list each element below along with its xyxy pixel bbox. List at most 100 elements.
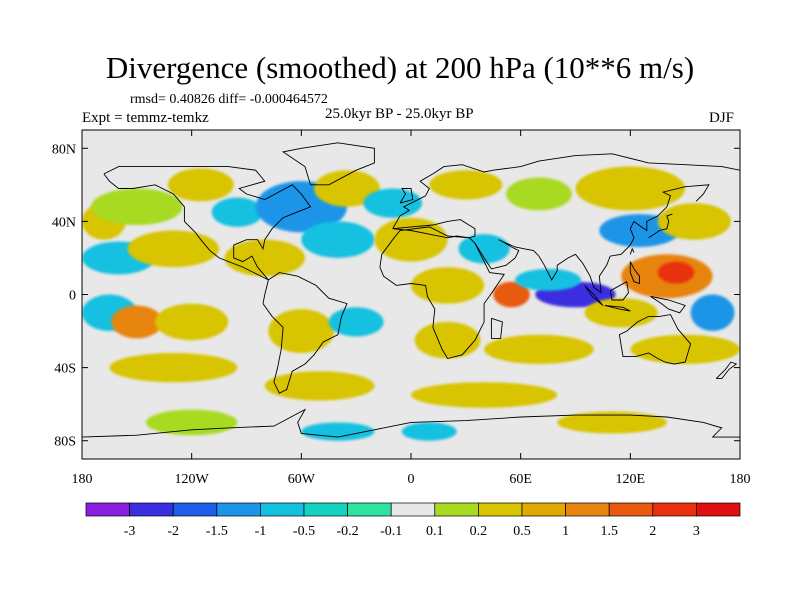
colorbar: -3 -2 -1.5 -1 -0.5 -0.2 -0.1 0.1 0.2 0.5 1 1.5 2 3 xyxy=(85,502,741,539)
field-contour-15 xyxy=(301,221,375,258)
colorbar-swatch-11 xyxy=(565,502,610,517)
field-contour-2 xyxy=(167,168,234,202)
field-contour-34 xyxy=(109,352,238,383)
colorbar-label: -0.1 xyxy=(380,524,402,539)
colorbar-label: 3 xyxy=(693,524,700,539)
coastline-9 xyxy=(584,285,604,306)
field-contour-38 xyxy=(301,422,375,441)
colorbar-swatch-6 xyxy=(347,502,392,517)
field-contour-31 xyxy=(414,321,481,359)
coastline-10 xyxy=(604,305,631,312)
colorbar-label: 0.1 xyxy=(426,524,444,539)
lon-tick-label: 180 xyxy=(72,472,93,487)
colorbar-label: 1 xyxy=(562,524,569,539)
field-contour-29 xyxy=(268,309,335,353)
coastlines xyxy=(82,142,740,438)
field-contour-28 xyxy=(155,303,229,341)
field-contour-25 xyxy=(690,294,735,332)
colorbar-label: -0.2 xyxy=(337,524,359,539)
coastline-11 xyxy=(609,280,629,301)
field-contour-17 xyxy=(458,234,510,264)
coastline-3 xyxy=(392,153,740,229)
field-contour-14 xyxy=(224,239,305,277)
lat-tick-label: 80S xyxy=(54,435,76,450)
colorbar-swatch-9 xyxy=(478,502,523,517)
colorbar-label: -1 xyxy=(255,524,267,539)
coastline-17 xyxy=(629,261,640,285)
field-contour-27 xyxy=(111,305,163,339)
colorbar-swatch-5 xyxy=(303,502,348,517)
colorbar-swatch-14 xyxy=(696,502,741,517)
colorbar-label: 1.5 xyxy=(600,524,618,539)
lat-tick-label: 40S xyxy=(54,362,76,377)
colorbar-label: -0.5 xyxy=(293,524,315,539)
field-contour-35 xyxy=(264,371,375,401)
lon-tick-label: 0 xyxy=(408,472,415,487)
coastline-14 xyxy=(490,317,503,339)
field-contour-37 xyxy=(145,409,238,436)
field-contour-9 xyxy=(575,166,686,211)
field-contour-8 xyxy=(506,177,572,211)
divergence-field xyxy=(82,166,740,441)
lat-tick-label: 80N xyxy=(52,142,76,157)
field-contour-13 xyxy=(127,230,220,268)
coastline-7 xyxy=(502,184,710,294)
field-contour-7 xyxy=(429,170,503,200)
field-contour-40 xyxy=(401,422,457,441)
field-contour-21 xyxy=(515,268,581,291)
field-contour-30 xyxy=(328,307,384,337)
period-label: 25.0kyr BP - 25.0kyr BP xyxy=(325,106,474,122)
lon-tick-label: 60E xyxy=(509,472,532,487)
coastline-12 xyxy=(650,295,686,314)
coastline-0 xyxy=(103,166,312,281)
coastline-4 xyxy=(392,219,476,239)
lon-tick-label: 180 xyxy=(730,472,751,487)
field-contour-3 xyxy=(211,197,263,227)
field-contour-5 xyxy=(314,170,380,207)
colorbar-swatch-13 xyxy=(652,502,697,517)
lat-tick-label: 0 xyxy=(69,289,76,304)
field-contour-23 xyxy=(657,261,695,284)
lon-tick-label: 120E xyxy=(616,472,646,487)
field-contour-24 xyxy=(584,298,658,328)
colorbar-label: 2 xyxy=(649,524,656,539)
coastline-19 xyxy=(82,408,740,438)
colorbar-swatch-10 xyxy=(521,502,566,517)
lon-tick-label: 120W xyxy=(175,472,210,487)
field-contour-32 xyxy=(484,334,594,364)
coastline-8 xyxy=(648,213,673,239)
coastline-13 xyxy=(618,314,692,365)
coastline-2 xyxy=(281,142,375,186)
coastline-5 xyxy=(379,226,505,360)
coastline-6 xyxy=(474,239,520,270)
colorbar-swatch-2 xyxy=(172,502,218,517)
map-title: Divergence (smoothed) at 200 hPa (10**6 … xyxy=(105,50,695,85)
field-contour-39 xyxy=(557,411,667,434)
field-contour-1 xyxy=(91,188,183,226)
colorbar-swatch-3 xyxy=(216,502,261,517)
colorbar-swatch-12 xyxy=(608,502,654,517)
coastline-1 xyxy=(262,272,348,394)
colorbar-label: -1.5 xyxy=(206,524,228,539)
lat-tick-label: 40N xyxy=(52,215,76,230)
field-contour-11 xyxy=(657,203,731,240)
field-contour-19 xyxy=(493,281,530,308)
statistics-label: rmsd= 0.40826 diff= -0.000464572 xyxy=(130,92,328,107)
field-contour-6 xyxy=(363,188,422,218)
colorbar-swatch-7 xyxy=(390,502,436,517)
coastline-18 xyxy=(715,361,738,380)
coastline-16 xyxy=(629,247,635,255)
experiment-label: Expt = temmz-temkz xyxy=(82,110,209,126)
colorbar-label: 0.2 xyxy=(470,524,488,539)
colorbar-label: 0.5 xyxy=(513,524,531,539)
axes: 80N 40N 0 40S 80S 180 120W 60W 0 60E 120E 180 xyxy=(52,130,751,487)
colorbar-label: -3 xyxy=(124,524,136,539)
field-contour-33 xyxy=(630,334,740,364)
colorbar-label: -2 xyxy=(167,524,179,539)
colorbar-swatch-0 xyxy=(85,502,130,517)
colorbar-swatch-1 xyxy=(129,502,174,517)
field-contour-36 xyxy=(411,382,558,408)
field-contour-18 xyxy=(411,267,485,304)
season-label: DJF xyxy=(709,110,735,126)
